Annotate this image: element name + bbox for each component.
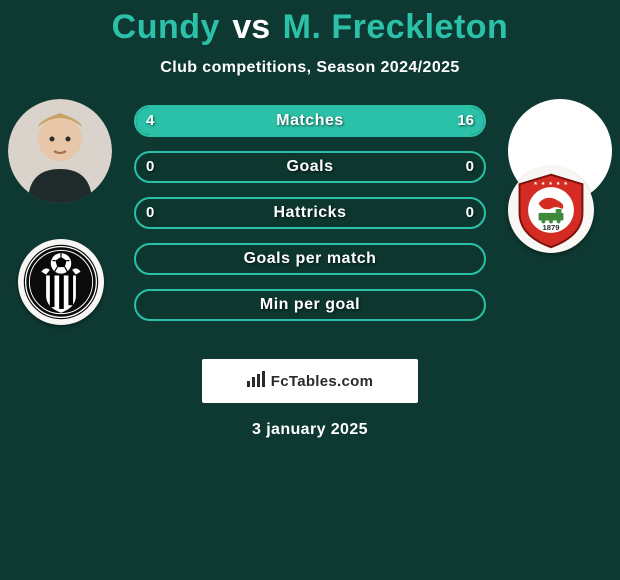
stat-row-matches: 4 Matches 16 — [134, 105, 486, 137]
date-text: 3 january 2025 — [0, 421, 620, 439]
player2-club-badge: 1879 ★ ★ ★ ★ ★ — [508, 167, 594, 253]
stat-value-right: 16 — [457, 107, 474, 135]
stat-label: Goals per match — [136, 245, 484, 273]
vs-separator: vs — [232, 8, 270, 46]
svg-text:1879: 1879 — [543, 223, 560, 232]
stat-value-right: 0 — [466, 153, 474, 181]
player-photo-icon — [8, 99, 112, 203]
stats-pills: 4 Matches 16 0 Goals 0 0 Hattricks 0 Goa… — [134, 105, 486, 335]
stat-value-right: 0 — [466, 199, 474, 227]
player1-avatar — [8, 99, 112, 203]
player1-club-badge — [18, 239, 104, 325]
stat-label: Hattricks — [136, 199, 484, 227]
attribution-text: FcTables.com — [271, 373, 374, 390]
stat-label: Matches — [136, 107, 484, 135]
page-title: Cundy vs M. Freckleton — [0, 0, 620, 47]
stat-label: Goals — [136, 153, 484, 181]
swindon-town-badge-icon: 1879 ★ ★ ★ ★ ★ — [510, 169, 592, 251]
bar-chart-icon — [247, 371, 267, 392]
attribution-box: FcTables.com — [202, 359, 418, 403]
stat-row-goals-per-match: Goals per match — [134, 243, 486, 275]
notts-county-badge-icon — [21, 242, 101, 322]
stat-row-hattricks: 0 Hattricks 0 — [134, 197, 486, 229]
stat-row-min-per-goal: Min per goal — [134, 289, 486, 321]
subtitle: Club competitions, Season 2024/2025 — [0, 59, 620, 77]
player2-name: M. Freckleton — [283, 8, 509, 46]
svg-text:★ ★ ★ ★ ★: ★ ★ ★ ★ ★ — [533, 181, 568, 187]
stat-label: Min per goal — [136, 291, 484, 319]
stat-row-goals: 0 Goals 0 — [134, 151, 486, 183]
player1-name: Cundy — [112, 8, 220, 46]
comparison-area: 1879 ★ ★ ★ ★ ★ 4 Matches 16 0 Goals 0 0 … — [0, 105, 620, 345]
